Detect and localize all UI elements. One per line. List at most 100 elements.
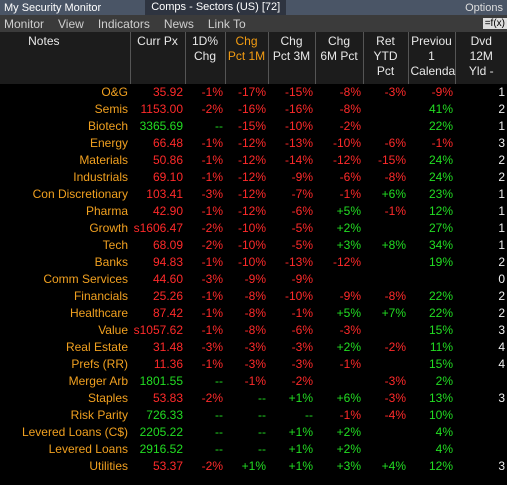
- formula-button[interactable]: =f(x): [482, 18, 507, 29]
- cell: 4: [498, 357, 505, 371]
- cell: +7%: [381, 306, 406, 320]
- cell: -10%: [332, 136, 361, 150]
- menu-item[interactable]: Indicators: [97, 16, 150, 31]
- cell: -12%: [237, 204, 266, 218]
- column-header[interactable]: Curr Px: [129, 32, 185, 84]
- header-text: Yld -: [468, 64, 494, 78]
- cell: -6%: [384, 136, 406, 150]
- data-row[interactable]: Merger Arb 1801.55 -- -1% -2% -3% 2%: [0, 373, 507, 390]
- cell: 3: [498, 391, 505, 405]
- cell: -5%: [291, 221, 313, 235]
- data-row[interactable]: Prefs (RR) 11.36 -1% -3% -3% -1% 15% 4: [0, 356, 507, 373]
- row-name: Value: [98, 323, 128, 337]
- cell: 3: [498, 323, 505, 337]
- cell: [315, 373, 363, 390]
- cell: -8%: [244, 289, 266, 303]
- cell: [363, 220, 408, 237]
- header-text: 12M: [469, 49, 493, 63]
- cell: -8%: [384, 170, 406, 184]
- data-row[interactable]: Biotech 3365.69 -- -15% -10% -2% 22% 1: [0, 118, 507, 135]
- header-text: Chg: [235, 34, 258, 48]
- data-row[interactable]: Semis 1153.00 -2% -16% -16% -8% 41% 2: [0, 101, 507, 118]
- menu-item[interactable]: Link To: [207, 16, 246, 31]
- data-row[interactable]: Banks 94.83 -1% -10% -13% -12% 19% 2: [0, 254, 507, 271]
- cell: -5%: [291, 238, 313, 252]
- cell: -1%: [201, 170, 223, 184]
- cell: -7%: [291, 187, 313, 201]
- cell: -3%: [244, 340, 266, 354]
- cell: --: [215, 374, 223, 388]
- data-row[interactable]: Pharma 42.90 -1% -12% -6% +5% -1% 12% 1: [0, 203, 507, 220]
- cell: --: [215, 408, 223, 422]
- cell: +1%: [288, 442, 313, 456]
- menu-item[interactable]: Monitor: [4, 16, 45, 31]
- data-row[interactable]: Financials 25.26 -1% -8% -10% -9% -8% 22% 2: [0, 288, 507, 305]
- data-row[interactable]: Levered Loans 2916.52 -- -- +1% +2% 4%: [0, 441, 507, 458]
- menu-item[interactable]: View: [58, 16, 84, 31]
- column-header[interactable]: Notes: [0, 32, 130, 84]
- header-text: Dvd: [470, 34, 492, 48]
- cell: [363, 322, 408, 339]
- data-row[interactable]: Risk Parity 726.33 -- -- -- -1% -4% 10%: [0, 407, 507, 424]
- row-name: Semis: [94, 102, 128, 116]
- column-header[interactable]: Chg Pct 1M: [224, 32, 268, 84]
- cell: 4%: [435, 442, 453, 456]
- cell: 2: [498, 289, 505, 303]
- cell: 2916.52: [139, 442, 183, 456]
- cell: --: [258, 391, 266, 405]
- column-header[interactable]: 1D% Chg: [184, 32, 225, 84]
- data-row[interactable]: Value s1057.62 -1% -8% -6% -3% 15% 3: [0, 322, 507, 339]
- cell: -2%: [339, 119, 361, 133]
- row-name: Levered Loans: [48, 442, 128, 456]
- cell: -1%: [201, 153, 223, 167]
- data-row[interactable]: Real Estate 31.48 -3% -3% -3% +2% -2% 11% 4: [0, 339, 507, 356]
- column-header[interactable]: Ret YTD Pct: [362, 32, 408, 84]
- data-row[interactable]: Utilities 53.37 -2% +1% +1% +3% +4% 12% 3: [0, 458, 507, 475]
- window-title: My Security Monitor: [4, 1, 102, 14]
- data-row[interactable]: Industrials 69.10 -1% -12% -9% -6% -8% 24% 2: [0, 169, 507, 186]
- options-button[interactable]: Options: [465, 1, 503, 14]
- data-row[interactable]: Healthcare 87.42 -1% -8% -1% +5% +7% 22% 2: [0, 305, 507, 322]
- column-header[interactable]: Chg 6M Pct: [314, 32, 363, 84]
- data-row[interactable]: Comm Services 44.60 -3% -9% -9% 0: [0, 271, 507, 288]
- data-row[interactable]: Tech 68.09 -2% -10% -5% +3% +8% 34% 1: [0, 237, 507, 254]
- data-row[interactable]: Levered Loans (C$) 2205.22 -- -- +1% +2% 4%: [0, 424, 507, 441]
- menu-item[interactable]: News: [163, 16, 194, 31]
- row-name: Energy: [89, 136, 128, 150]
- cell: [363, 441, 408, 458]
- column-header[interactable]: Dvd 12M Yld -: [454, 32, 507, 84]
- header-text: Notes: [28, 34, 60, 48]
- cell: 53.37: [152, 459, 183, 473]
- cell: 10%: [428, 408, 453, 422]
- cell: 44.60: [152, 272, 183, 286]
- cell: 2%: [435, 374, 453, 388]
- data-row[interactable]: O&G 35.92 -1% -17% -15% -8% -3% -9% 1: [0, 84, 507, 101]
- cell: 68.09: [152, 238, 183, 252]
- cell: -9%: [244, 272, 266, 286]
- cell: -12%: [332, 255, 361, 269]
- cell: -3%: [201, 340, 223, 354]
- cell: +8%: [381, 238, 406, 252]
- cell: 11%: [429, 340, 453, 354]
- row-name: Pharma: [85, 204, 128, 218]
- cell: +1%: [288, 459, 313, 473]
- data-row[interactable]: Growth s1606.47 -2% -10% -5% +2% 27% 1: [0, 220, 507, 237]
- monitor-table: Notes Curr Px 1D% Chg Chg Pct 1M Chg Pct 3M Chg 6…: [0, 32, 507, 475]
- cell: -13%: [284, 255, 313, 269]
- cell: [455, 441, 507, 458]
- cell: +1%: [241, 459, 266, 473]
- cell: -1%: [201, 289, 223, 303]
- title-bar: My Security Monitor Comps - Sectors (US)…: [0, 0, 507, 15]
- cell: --: [258, 442, 266, 456]
- cell: 12%: [428, 204, 453, 218]
- row-name: Industrials: [73, 170, 128, 184]
- row-name: Financials: [73, 289, 128, 303]
- data-row[interactable]: Con Discretionary 103.41 -3% -12% -7% -1% +6% 2…: [0, 186, 507, 203]
- data-row[interactable]: Staples 53.83 -2% -- +1% +6% -3% 13% 3: [0, 390, 507, 407]
- data-row[interactable]: Energy 66.48 -1% -12% -13% -10% -6% -1% 3: [0, 135, 507, 152]
- column-header[interactable]: Chg Pct 3M: [267, 32, 315, 84]
- window-tab[interactable]: Comps - Sectors (US) [72]: [145, 0, 287, 15]
- data-row[interactable]: Materials 50.86 -1% -12% -14% -12% -15% 24% 2: [0, 152, 507, 169]
- cell: +6%: [336, 391, 361, 405]
- column-header[interactable]: Previou 1 Calenda: [407, 32, 455, 84]
